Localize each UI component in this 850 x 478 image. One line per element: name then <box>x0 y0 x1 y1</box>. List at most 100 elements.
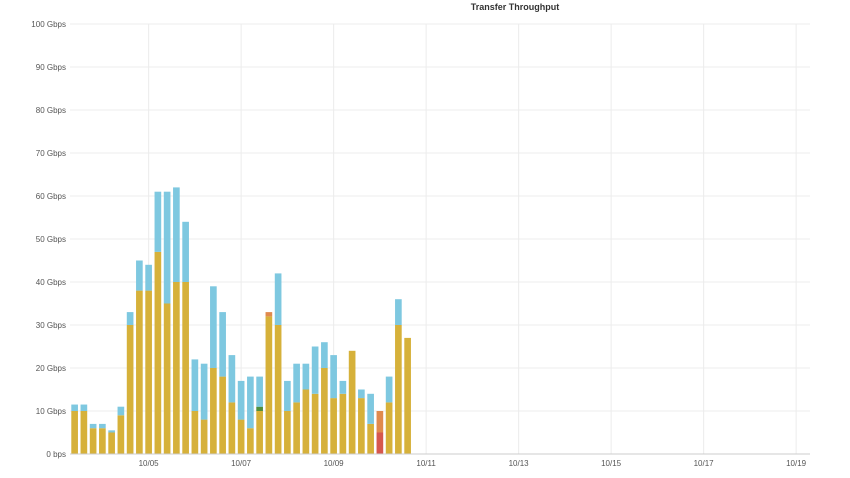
bar-stack <box>376 411 384 454</box>
bar-stack <box>219 312 226 454</box>
x-tick-label: 10/05 <box>139 459 160 468</box>
bar-segment <box>173 282 180 454</box>
bar-segment <box>200 419 208 454</box>
bar-segment <box>80 404 88 411</box>
bar-stack <box>182 221 189 454</box>
bar-stack <box>385 376 393 454</box>
bar-segment <box>182 282 189 454</box>
y-tick-label: 50 Gbps <box>36 235 66 244</box>
bar-segment <box>358 389 365 399</box>
bar-segment <box>265 312 273 317</box>
bar-segment <box>117 406 125 416</box>
bar-segment <box>321 368 328 454</box>
bar-segment <box>247 428 254 454</box>
bar-segment <box>89 428 97 454</box>
bar-stack <box>228 355 236 454</box>
bar-segment <box>256 411 263 454</box>
bar-stack <box>108 430 115 454</box>
bar-stack <box>210 286 217 454</box>
bar-segment <box>99 423 106 429</box>
bar-segment <box>321 342 328 368</box>
bar-segment <box>71 404 78 411</box>
bar-segment <box>339 393 347 454</box>
y-tick-label: 40 Gbps <box>36 278 66 287</box>
bar-segment <box>284 411 291 454</box>
bar-stack <box>358 389 365 454</box>
bar-segment <box>339 380 347 394</box>
bar-segment <box>71 411 78 454</box>
x-tick-label: 10/07 <box>231 459 252 468</box>
bar-stack <box>302 363 310 454</box>
y-tick-label: 90 Gbps <box>36 63 66 72</box>
y-tick-label: 10 Gbps <box>36 407 66 416</box>
bar-segment <box>385 402 393 454</box>
y-tick-label: 80 Gbps <box>36 106 66 115</box>
bar-segment <box>348 350 356 454</box>
chart-title: Transfer Throughput <box>471 2 560 12</box>
bar-segment <box>108 432 115 454</box>
bar-segment <box>376 432 384 454</box>
bar-segment <box>395 299 402 325</box>
bar-segment <box>256 406 263 411</box>
bar-segment <box>182 221 189 282</box>
bar-segment <box>358 398 365 454</box>
bar-segment <box>136 290 143 454</box>
bar-stack <box>293 363 300 454</box>
bar-segment <box>302 363 310 390</box>
bar-segment <box>200 363 208 420</box>
bar-segment <box>228 355 236 403</box>
bar-stack <box>256 376 263 454</box>
bar-stack <box>99 423 106 454</box>
bar-segment <box>191 359 199 411</box>
bar-segment <box>395 325 402 454</box>
bar-stack <box>321 342 328 454</box>
bar-stack <box>200 363 208 454</box>
bar-segment <box>108 430 115 433</box>
bar-segment <box>99 428 106 454</box>
bar-stack <box>348 350 356 454</box>
bar-segment <box>330 355 337 399</box>
bar-segment <box>385 376 393 403</box>
bar-segment <box>80 411 88 454</box>
bar-segment <box>293 402 300 454</box>
bars-group <box>71 187 411 454</box>
bar-segment <box>117 415 125 454</box>
bar-stack <box>284 380 291 454</box>
bar-segment <box>228 402 236 454</box>
bar-segment <box>311 346 319 394</box>
x-tick-label: 10/13 <box>509 459 530 468</box>
x-tick-label: 10/09 <box>324 459 345 468</box>
bar-stack <box>395 299 402 454</box>
bar-segment <box>302 389 310 454</box>
x-tick-label: 10/19 <box>786 459 807 468</box>
bar-stack <box>367 393 374 454</box>
bar-segment <box>274 273 282 325</box>
bar-segment <box>89 423 97 429</box>
bar-segment <box>210 368 217 454</box>
y-tick-label: 20 Gbps <box>36 364 66 373</box>
y-tick-label: 0 bps <box>46 450 66 459</box>
bar-segment <box>154 251 162 454</box>
bar-stack <box>265 312 273 454</box>
bar-segment <box>367 423 374 454</box>
bar-segment <box>126 312 134 325</box>
bar-stack <box>80 404 88 454</box>
bar-segment <box>404 337 411 454</box>
bar-stack <box>145 264 152 454</box>
x-tick-label: 10/15 <box>601 459 622 468</box>
bar-segment <box>247 376 254 429</box>
y-axis: 0 bps 10 Gbps 20 Gbps 30 Gbps 40 Gbps 50 Gbps… <box>31 20 66 459</box>
bar-stack <box>330 355 337 454</box>
bar-segment <box>219 312 226 377</box>
x-tick-label: 10/11 <box>416 459 436 468</box>
bar-segment <box>163 191 171 304</box>
bar-stack <box>247 376 254 454</box>
bar-segment <box>154 191 162 252</box>
bar-segment <box>330 398 337 454</box>
bar-segment <box>293 363 300 403</box>
bar-segment <box>311 393 319 454</box>
bar-stack <box>89 423 97 454</box>
x-axis: 10/05 10/07 10/09 10/11 10/13 10/15 10/17 10/19… <box>70 453 810 468</box>
